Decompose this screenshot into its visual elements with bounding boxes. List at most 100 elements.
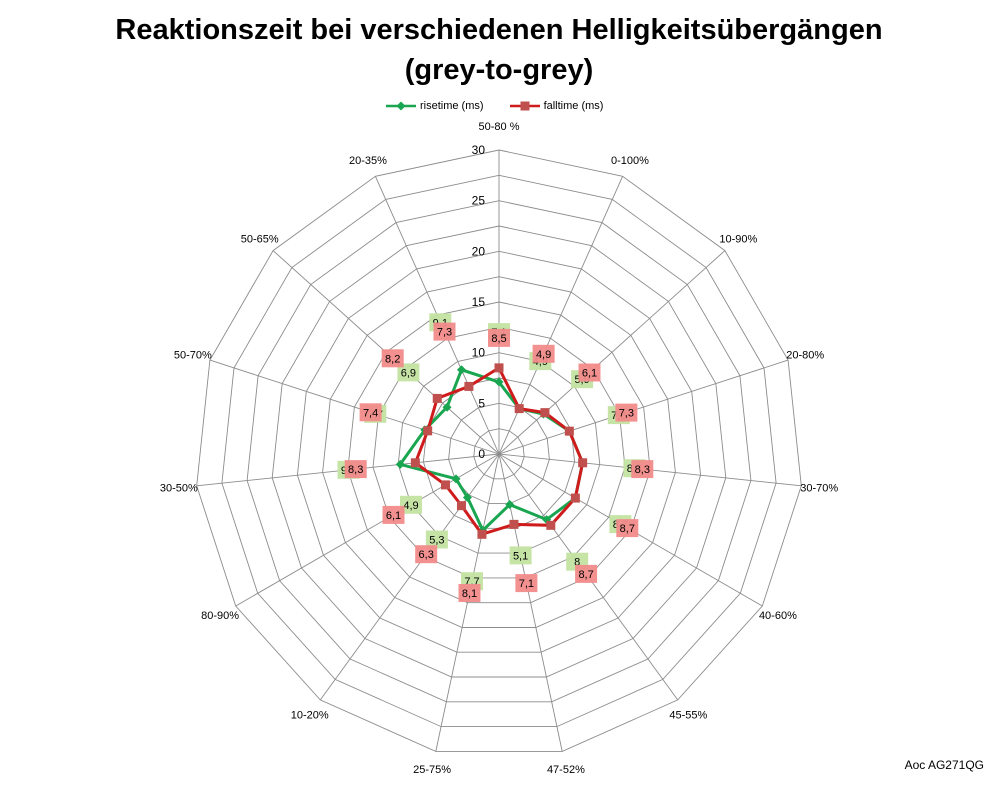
legend-item-rise: risetime (ms) bbox=[386, 100, 484, 112]
radial-tick-label: 30 bbox=[472, 143, 486, 157]
data-label-fall: 4,9 bbox=[536, 349, 551, 361]
data-label-fall: 8,5 bbox=[491, 333, 506, 345]
category-label: 50-80 % bbox=[479, 121, 520, 133]
category-label: 10-20% bbox=[291, 710, 329, 722]
data-point-fall bbox=[477, 529, 487, 539]
data-label-rise: 5,1 bbox=[513, 550, 528, 562]
data-point-fall bbox=[514, 404, 524, 414]
data-point-fall bbox=[432, 393, 442, 403]
data-point-rise bbox=[494, 377, 504, 387]
grid-ring bbox=[372, 326, 626, 579]
data-label-fall: 8,3 bbox=[635, 464, 650, 476]
data-label-fall: 8,7 bbox=[620, 523, 635, 535]
grid-ring bbox=[347, 301, 651, 604]
radial-tick-label: 5 bbox=[478, 396, 485, 410]
data-point-fall bbox=[456, 501, 466, 511]
data-label-bg bbox=[397, 363, 420, 382]
grid-ring bbox=[473, 428, 525, 480]
category-label: 30-50% bbox=[160, 483, 198, 495]
data-label-bg bbox=[382, 505, 405, 524]
grid-ring bbox=[296, 250, 702, 653]
data-point-fall bbox=[423, 426, 433, 436]
category-label: 80-90% bbox=[201, 610, 239, 622]
chart-title: Reaktionszeit bei verschiedenen Helligke… bbox=[115, 14, 883, 46]
legend: risetime (ms) falltime (ms) bbox=[386, 100, 603, 112]
legend-item-fall: falltime (ms) bbox=[509, 100, 603, 112]
grid-spoke bbox=[209, 359, 500, 455]
data-label-fall: 7,3 bbox=[437, 327, 452, 339]
data-point-fall bbox=[464, 381, 474, 391]
series-line-fall bbox=[413, 366, 585, 537]
data-label-bg bbox=[532, 344, 555, 363]
series-line-rise bbox=[397, 367, 585, 533]
category-label: 0-100% bbox=[611, 155, 649, 167]
data-label-bg bbox=[578, 363, 601, 382]
data-label-bg bbox=[515, 574, 538, 593]
data-label-rise: 5,3 bbox=[429, 535, 444, 547]
category-label: 50-70% bbox=[174, 350, 212, 362]
data-point-rise bbox=[395, 459, 405, 469]
radial-tick-label: 25 bbox=[472, 194, 486, 208]
grid-ring bbox=[196, 149, 802, 752]
data-label-bg bbox=[344, 460, 367, 479]
category-label: 30-70% bbox=[800, 483, 838, 495]
grid-spoke bbox=[498, 359, 789, 455]
data-point-fall bbox=[570, 493, 580, 503]
data-label-bg bbox=[509, 546, 532, 565]
data-label-bg bbox=[615, 403, 638, 422]
data-label-fall: 8,1 bbox=[462, 588, 477, 600]
grid-ring bbox=[448, 402, 550, 505]
category-label: 20-35% bbox=[349, 155, 387, 167]
data-point-fall bbox=[410, 458, 420, 468]
data-label-bg bbox=[359, 403, 382, 422]
data-label-fall: 6,1 bbox=[386, 510, 401, 522]
data-label-fall: 7,4 bbox=[363, 407, 378, 419]
data-label-rise: 6,9 bbox=[401, 367, 416, 379]
data-label-bg bbox=[458, 584, 481, 602]
grid-ring bbox=[221, 174, 777, 728]
grid-ring bbox=[397, 352, 601, 554]
grid-spoke bbox=[235, 453, 500, 607]
grid-ring bbox=[322, 276, 676, 628]
data-label-fall: 6,3 bbox=[419, 549, 434, 561]
data-point-fall bbox=[494, 363, 504, 373]
data-label-rise: 4,9 bbox=[403, 500, 418, 512]
radial-tick-label: 0 bbox=[478, 447, 485, 461]
data-label-bg bbox=[425, 530, 448, 549]
data-point-rise bbox=[456, 365, 466, 375]
radial-tick-label: 20 bbox=[472, 244, 486, 258]
data-point-fall bbox=[509, 519, 519, 529]
data-label-bg bbox=[631, 460, 654, 479]
data-point-rise bbox=[505, 500, 515, 510]
category-label: 20-80% bbox=[786, 350, 824, 362]
legend-rise-swatch-icon bbox=[386, 101, 416, 111]
grid-ring bbox=[246, 200, 752, 703]
data-label-fall: 7,3 bbox=[619, 408, 634, 420]
radial-tick-label: 10 bbox=[472, 346, 486, 360]
chart-title-block: Reaktionszeit bei verschiedenen Helligke… bbox=[0, 10, 998, 90]
chart-subtitle: (grey-to-grey) bbox=[404, 54, 594, 86]
data-label-bg bbox=[616, 519, 639, 538]
data-point-rise bbox=[462, 492, 472, 502]
data-label-bg bbox=[488, 328, 510, 347]
data-label-bg bbox=[433, 322, 456, 341]
data-label-fall: 6,1 bbox=[582, 368, 597, 380]
data-point-fall bbox=[440, 480, 450, 490]
category-label: 50-65% bbox=[241, 234, 279, 246]
data-label-bg bbox=[400, 495, 422, 514]
credit-label: Aoc AG271QG bbox=[904, 758, 984, 772]
radial-tick-label: 15 bbox=[472, 295, 486, 309]
data-label-bg bbox=[415, 545, 438, 564]
data-label-fall: 8,7 bbox=[578, 569, 593, 581]
grid-spoke bbox=[435, 453, 500, 752]
data-point-rise bbox=[451, 474, 461, 484]
grid-spoke bbox=[498, 250, 726, 455]
data-point-fall bbox=[546, 520, 556, 530]
data-point-fall bbox=[540, 408, 550, 418]
data-label-rise: 8 bbox=[574, 557, 580, 569]
category-label: 40-60% bbox=[759, 610, 797, 622]
category-label: 25-75% bbox=[413, 764, 451, 776]
data-point-fall bbox=[564, 426, 574, 436]
data-label-fall: 8,2 bbox=[385, 353, 400, 365]
